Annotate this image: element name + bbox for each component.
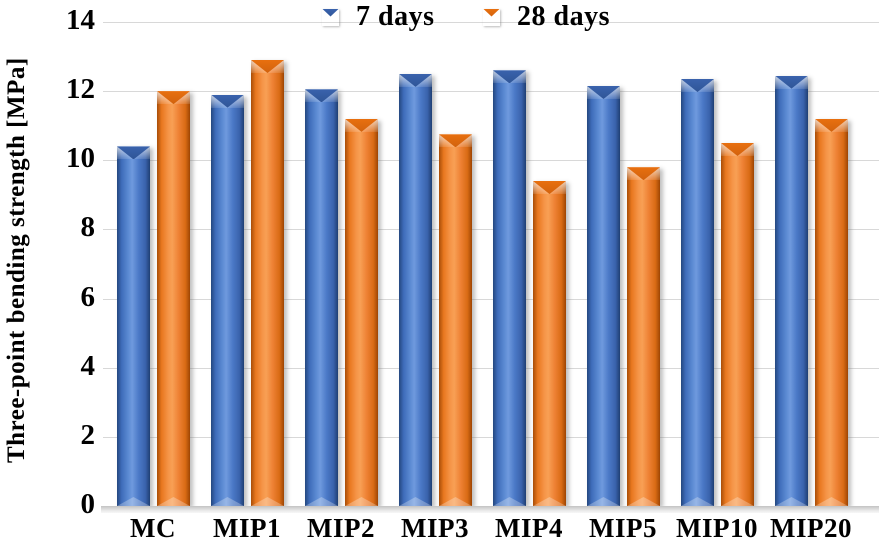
bar-bottom-bevel: [439, 497, 472, 506]
bar-top-bevel: [157, 91, 190, 105]
bar-top-bevel: [533, 181, 566, 195]
bar-bottom-bevel: [117, 497, 150, 506]
bar-bottom-bevel: [775, 497, 808, 506]
x-category-label-mip1: MIP1: [213, 513, 281, 543]
gridline-8: [103, 229, 879, 231]
bar-mip3-28-days: [439, 134, 472, 506]
baseline-shadow: [101, 506, 879, 513]
bar-top-bevel: [117, 146, 150, 160]
legend-label-7-days: 7 days: [356, 1, 435, 32]
bar-mip1-7-days: [211, 94, 244, 506]
x-category-label-mip3: MIP3: [401, 513, 469, 543]
y-tick-label-4: 4: [80, 349, 96, 382]
bar-top-bevel: [721, 143, 754, 156]
legend-item-28-days: 28 days: [483, 0, 610, 34]
legend-label-28-days: 28 days: [517, 1, 610, 32]
x-category-label-mc: MC: [130, 513, 176, 543]
gridline-4: [103, 367, 879, 369]
bar-bottom-bevel: [627, 497, 660, 506]
bar-bottom-bevel: [251, 497, 284, 506]
bar-bottom-bevel: [681, 497, 714, 506]
bar-bottom-bevel: [211, 497, 244, 506]
x-category-label-mip10: MIP10: [676, 513, 758, 543]
bar-mip5-28-days: [627, 167, 660, 506]
bar-top-bevel: [587, 85, 620, 99]
bar-top-bevel: [681, 79, 714, 93]
bar-bottom-bevel: [399, 497, 432, 506]
bar-bottom-bevel: [157, 497, 190, 506]
bar-top-bevel: [345, 118, 378, 132]
bar-top-bevel: [439, 134, 472, 148]
gridline-12: [103, 91, 879, 93]
bar-mip4-7-days: [493, 70, 526, 506]
y-tick-label-12: 12: [66, 73, 95, 106]
bar-bottom-bevel: [345, 497, 378, 506]
bar-mip2-28-days: [345, 118, 378, 506]
x-category-label-mip20: MIP20: [770, 513, 852, 543]
bar-top-bevel: [305, 89, 338, 103]
x-category-label-mip2: MIP2: [307, 513, 375, 543]
y-axis-title: Three-point bending strength [MPa]: [3, 57, 30, 464]
plot-area: [101, 22, 879, 513]
bar-top-bevel: [815, 118, 848, 132]
x-category-label-mip4: MIP4: [495, 513, 563, 543]
bar-mip3-7-days: [399, 73, 432, 506]
bar-mip1-28-days: [251, 60, 284, 506]
y-tick-label-6: 6: [80, 280, 96, 313]
gridline-6: [103, 298, 879, 300]
bar-top-bevel: [399, 73, 432, 87]
bar-mip10-7-days: [681, 79, 714, 506]
bar-top-bevel: [251, 60, 284, 74]
legend-item-7-days: 7 days: [322, 0, 434, 34]
bar-mip4-28-days: [533, 181, 566, 506]
bar-bottom-bevel: [815, 497, 848, 506]
x-category-label-mip5: MIP5: [589, 513, 657, 543]
y-tick-label-2: 2: [80, 418, 96, 451]
bar-mip5-7-days: [587, 85, 620, 506]
bar-bottom-bevel: [587, 497, 620, 506]
bar-mc-28-days: [157, 91, 190, 506]
gridline-10: [103, 160, 879, 162]
bar-top-bevel: [775, 75, 808, 89]
bar-mip20-28-days: [815, 118, 848, 506]
legend-marker-28-days-icon: [483, 8, 500, 26]
legend-marker-7-days-icon: [322, 8, 339, 26]
y-tick-label-10: 10: [66, 142, 95, 175]
bar-mip2-7-days: [305, 89, 338, 506]
gridline-2: [103, 436, 879, 438]
y-tick-label-8: 8: [80, 211, 96, 244]
y-tick-label-0: 0: [80, 488, 96, 521]
bar-bottom-bevel: [721, 497, 754, 506]
bar-bottom-bevel: [493, 497, 526, 506]
bar-mc-7-days: [117, 146, 150, 506]
y-tick-label-14: 14: [66, 4, 95, 37]
bar-mip10-28-days: [721, 143, 754, 506]
bar-mip20-7-days: [775, 75, 808, 506]
bar-top-bevel: [493, 70, 526, 84]
bar-top-bevel: [211, 94, 244, 108]
gridline-14: [103, 22, 879, 23]
bar-bottom-bevel: [533, 497, 566, 506]
bar-top-bevel: [627, 167, 660, 181]
bar-bottom-bevel: [305, 497, 338, 506]
